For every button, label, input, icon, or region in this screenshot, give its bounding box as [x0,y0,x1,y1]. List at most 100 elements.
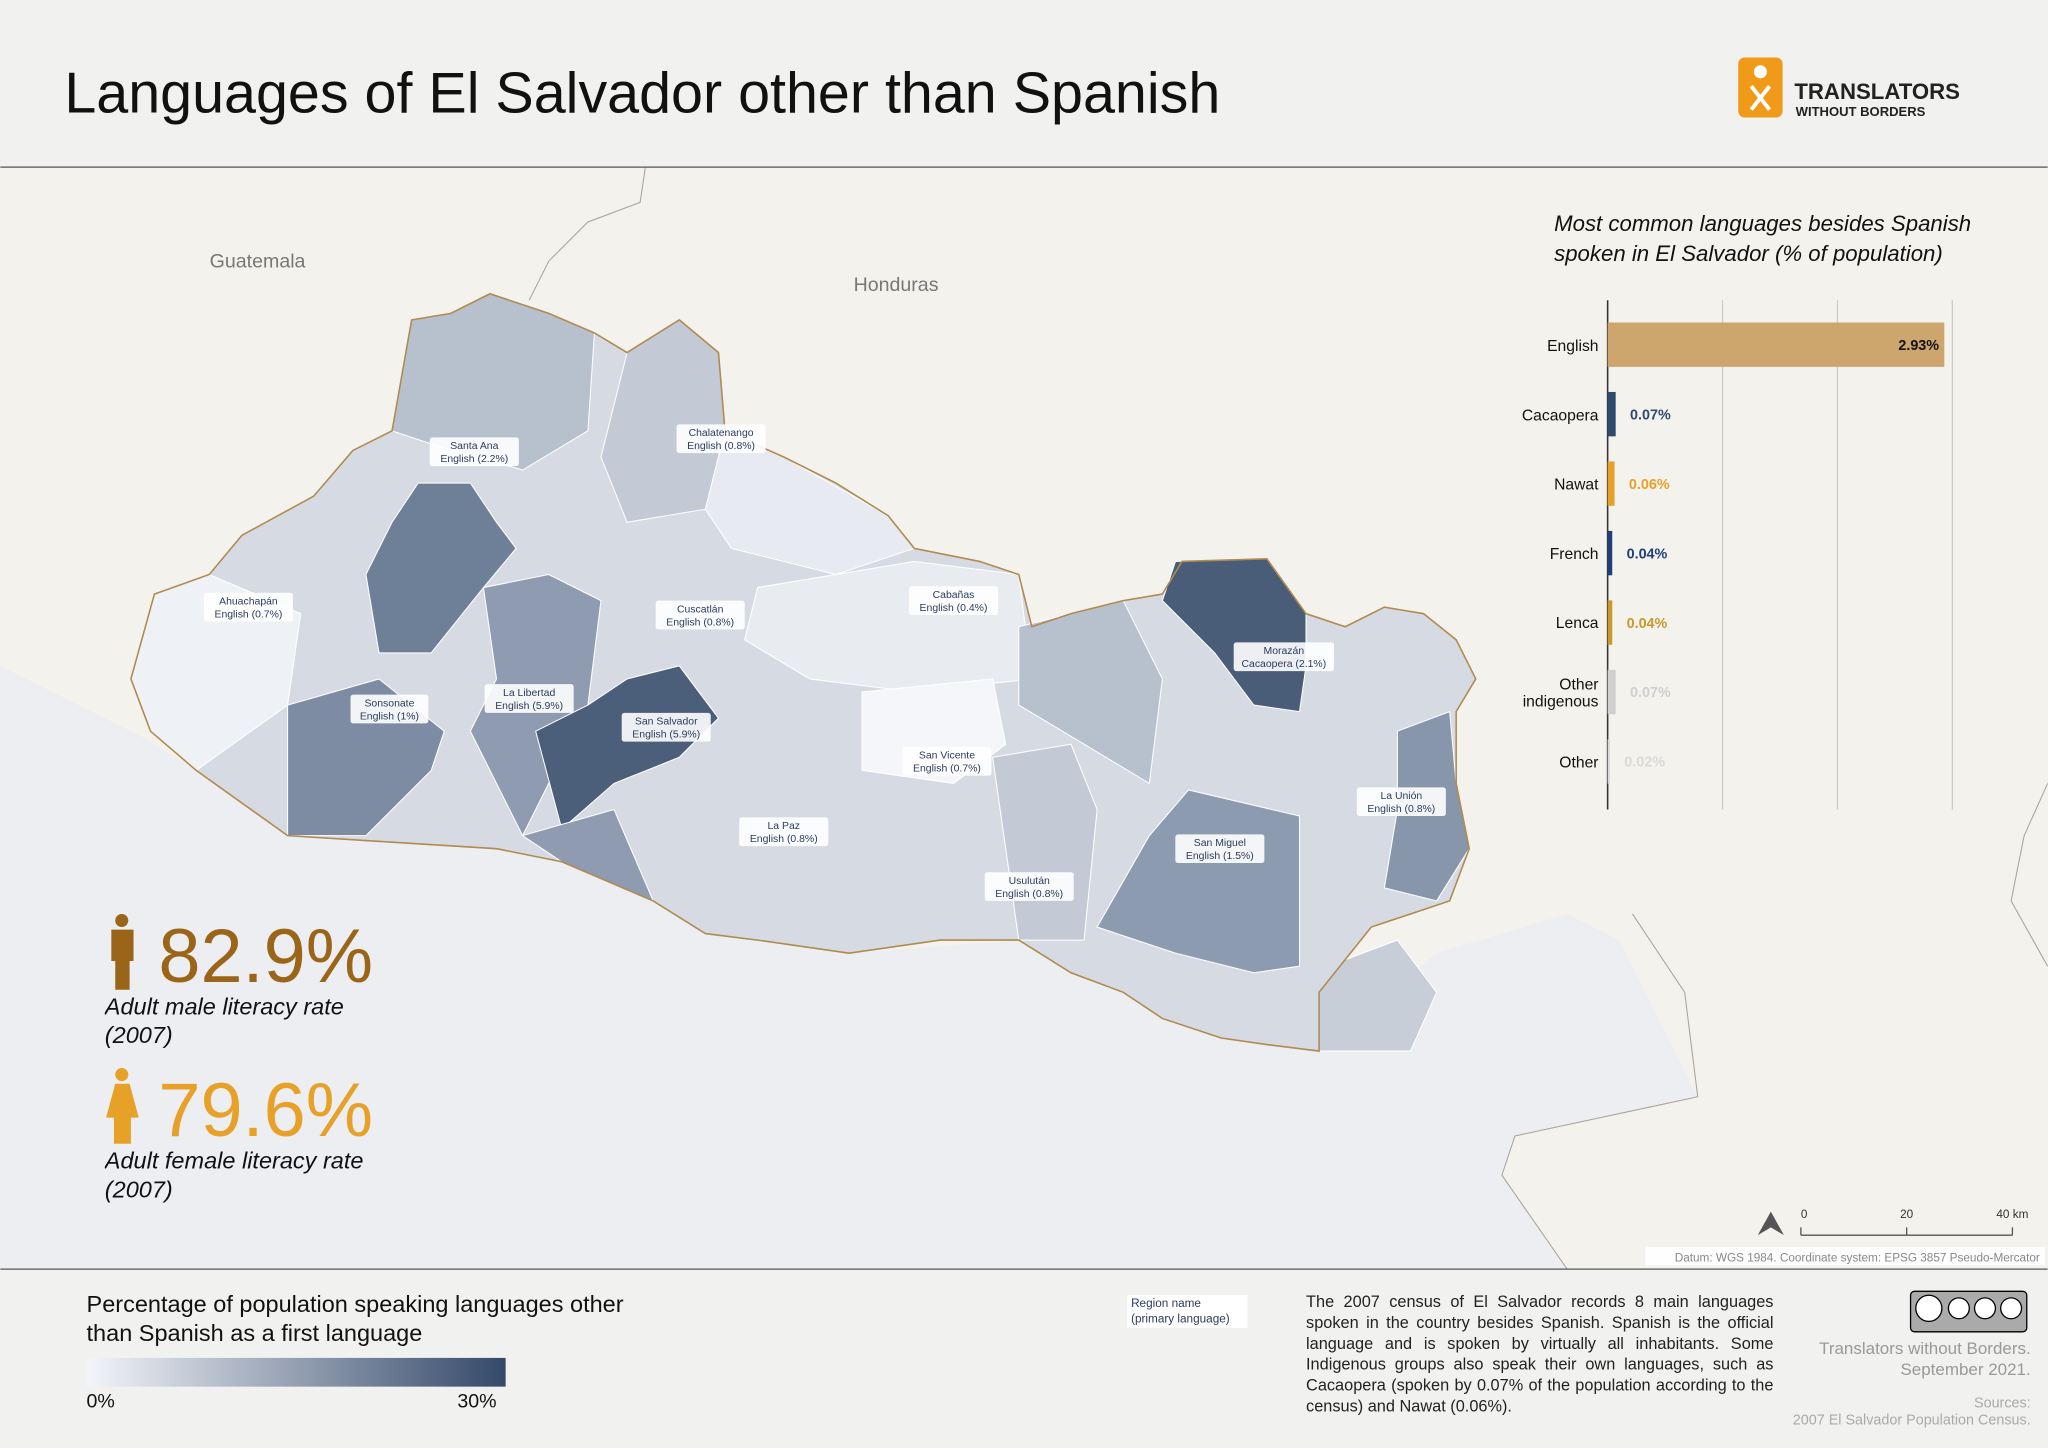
value-label: 0.04% [1627,546,1668,562]
category-label: Nawat [1554,475,1599,494]
category-label: Other indigenous [1522,675,1599,711]
logo: TRANSLATORS WITHOUT BORDERS [1738,57,1960,119]
logo-body [1749,84,1772,111]
department-label-bg [621,712,711,742]
value-label: 0.07% [1630,407,1671,423]
department-language: English (2.2%) [440,454,508,465]
department-label-bg [908,586,999,615]
department-name: La Libertad [503,688,555,699]
department-language: English (0.7%) [913,764,981,775]
sources-label: Sources: [1974,1396,2031,1412]
category-label-box: Other [1559,752,1599,772]
category-label: Lenca [1555,614,1599,633]
literacy-label: Adult male literacy rate (2007) [104,993,344,1049]
datum-bg [1645,1246,2046,1266]
department-language: English (0.8%) [750,834,818,845]
scale-label: 40 km [1996,1208,2028,1221]
literacy-value: 82.9% [158,914,373,999]
department-name: Cabañas [933,590,975,601]
value-label: 2.93% [1898,338,1939,354]
cc-badge [1909,1290,2028,1333]
person-icon-body [111,929,134,990]
department-language: English (0.7%) [214,610,282,621]
literacy-label-box: Adult male literacy rate (2007) [104,993,344,1049]
department-label-bg [350,694,429,724]
logo-mark [1738,57,1783,118]
district [704,430,916,576]
department-label-bg [203,592,293,622]
department-language: English (0.8%) [666,617,734,628]
literacy-label-box: Adult female literacy rate (2007) [105,1148,364,1203]
north-arrow [1757,1211,1784,1236]
department-language: Cacaopera (2.1%) [1241,659,1326,670]
logo-text: TRANSLATORS [1794,79,1960,104]
bar [1607,322,1945,367]
department-name: San Salvador [635,717,698,728]
chart-title: Most common languages besides Spanish sp… [1554,211,1972,267]
legend-min: 0% [87,1391,115,1413]
department-name: Chalatenango [689,428,754,439]
legend-sample-language: (primary language) [1131,1313,1230,1326]
value-label: 0.02% [1624,755,1665,771]
department-label-bg [429,437,519,467]
department-name: Santa Ana [450,441,498,452]
department-name: San Vicente [919,751,975,762]
scale-label: 20 [1900,1208,1914,1221]
department-language: English (5.9%) [632,730,700,741]
department-label-bg [739,817,829,847]
department-label-bg [676,424,766,454]
department-label-bg [984,872,1074,901]
description: The 2007 census of El Salvador records 8… [1306,1292,1774,1416]
map: Guatemala Honduras Santa Ana English (2.2%)… [130,251,2046,1266]
legend-gradient [86,1357,506,1387]
department-language: English (0.8%) [995,889,1063,900]
legend-title: Percentage of population speaking langua… [86,1291,624,1347]
bar [1607,391,1616,437]
category-label: Cacaopera [1521,405,1599,424]
category-label-box: English [1547,337,1598,354]
department-name: Morazán [1264,646,1305,657]
country-label: Honduras [854,274,939,296]
category-label: French [1549,544,1599,563]
description-box: The 2007 census of El Salvador records 8… [1306,1292,1774,1416]
cc-icon [1915,1294,1943,1323]
country-borders [528,167,2048,1270]
category-label-box: Nawat [1554,475,1599,494]
department-name: San Miguel [1194,838,1246,849]
category-label-box: Other indigenous [1522,675,1599,711]
department-language: English (0.8%) [1367,804,1435,815]
department-name: Cuscatlán [677,604,724,615]
bar [1607,739,1610,784]
department-name: La Unión [1380,791,1422,802]
value-label: 0.06% [1629,477,1670,493]
department-language: English (1.5%) [1186,851,1254,862]
cc-icon [1947,1297,1970,1320]
district [365,482,517,654]
bar [1607,530,1613,576]
person-icon-head [115,913,129,928]
country-label: Guatemala [210,251,306,273]
credit-date: September 2021. [1900,1360,2030,1379]
department-language: English (1%) [360,711,419,722]
legend-max: 30% [457,1391,496,1413]
department-language: English (5.9%) [495,701,563,712]
category-label-box: Cacaopera [1521,405,1599,424]
department-label-bg [484,684,574,713]
category-label: Other [1559,752,1599,772]
bar [1607,600,1613,645]
legend-sample-box [1127,1295,1248,1328]
department-name: Usulután [1009,876,1050,887]
logo-head [1753,65,1767,79]
legend-sample-name: Region name [1131,1297,1201,1310]
value-label: 0.04% [1627,616,1668,632]
department-label-bg [655,600,745,630]
department-name: La Paz [768,821,801,832]
bar-chart: Most common languages besides Spanish sp… [1521,211,1972,810]
cc-icon [1973,1297,1997,1320]
department-language: English (0.4%) [920,603,988,614]
credit-org: Translators without Borders. [1819,1339,2031,1358]
person-icon-body [106,1083,139,1144]
legend-title-box: Percentage of population speaking langua… [86,1291,624,1347]
category-label-box: French [1549,544,1599,563]
scale-label: 0 [1801,1208,1808,1221]
